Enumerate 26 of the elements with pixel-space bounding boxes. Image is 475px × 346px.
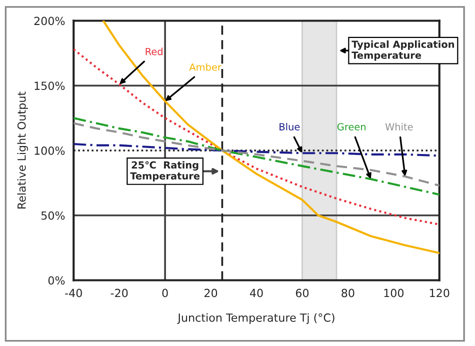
x-tick-label: 80: [342, 288, 354, 298]
text: Amber: [189, 63, 222, 71]
x-tick-label: 20: [204, 288, 218, 298]
x-tick-label: -20: [110, 288, 128, 298]
line-series: [74, 117, 440, 196]
y-axis-title: Relative Light Output: [17, 92, 28, 209]
line-series: [74, 48, 440, 226]
band-label: Typical Application Temperature: [352, 40, 454, 61]
y-tick-label: 200%: [34, 16, 65, 26]
x-axis-title: Junction Temperature Tj (°C): [177, 313, 334, 324]
line-series: [74, 122, 440, 187]
text: White: [385, 122, 413, 130]
x-tick-label: 40: [250, 288, 263, 298]
text: Blue: [280, 122, 300, 130]
x-tick-label: 100: [384, 288, 404, 298]
y-tick-label: 150%: [34, 82, 65, 90]
text: Green: [337, 123, 366, 130]
ref-line-label: 25℃ Rating Temperature: [130, 161, 200, 182]
x-tick-label: 60: [296, 288, 309, 298]
x-tick-label: 120: [430, 288, 450, 298]
y-tick-label: 0%: [48, 276, 65, 285]
x-tick-label: 0: [162, 288, 168, 298]
y-tick-label: 50%: [41, 211, 65, 220]
text: Red: [146, 48, 162, 56]
x-tick-label: -40: [65, 288, 82, 298]
y-tick-label: 100%: [34, 146, 65, 155]
